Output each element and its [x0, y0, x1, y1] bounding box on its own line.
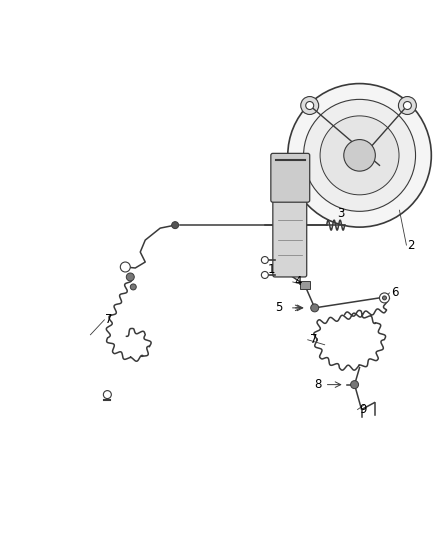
- Circle shape: [288, 84, 431, 227]
- Text: 9: 9: [360, 403, 367, 416]
- Bar: [300, 281, 310, 289]
- Circle shape: [130, 284, 136, 290]
- Circle shape: [172, 222, 179, 229]
- Text: 7: 7: [106, 313, 113, 326]
- Circle shape: [126, 273, 134, 281]
- Circle shape: [120, 262, 130, 272]
- Text: 4: 4: [295, 276, 302, 288]
- Text: 8: 8: [314, 378, 322, 391]
- FancyBboxPatch shape: [273, 193, 307, 277]
- Text: 5: 5: [275, 301, 282, 314]
- Circle shape: [304, 99, 416, 212]
- Circle shape: [344, 140, 375, 171]
- Text: 7: 7: [310, 333, 317, 346]
- Circle shape: [379, 293, 389, 303]
- Text: 2: 2: [407, 239, 415, 252]
- Circle shape: [306, 101, 314, 109]
- Circle shape: [261, 256, 268, 263]
- Circle shape: [261, 271, 268, 278]
- Circle shape: [403, 101, 411, 109]
- Circle shape: [311, 304, 319, 312]
- FancyBboxPatch shape: [271, 154, 310, 202]
- Circle shape: [350, 381, 359, 389]
- Text: 1: 1: [268, 263, 276, 277]
- Circle shape: [320, 116, 399, 195]
- Circle shape: [103, 391, 111, 399]
- Circle shape: [301, 96, 319, 115]
- Text: 3: 3: [338, 207, 345, 220]
- Circle shape: [399, 96, 417, 115]
- Circle shape: [382, 296, 386, 300]
- Text: 6: 6: [392, 286, 399, 300]
